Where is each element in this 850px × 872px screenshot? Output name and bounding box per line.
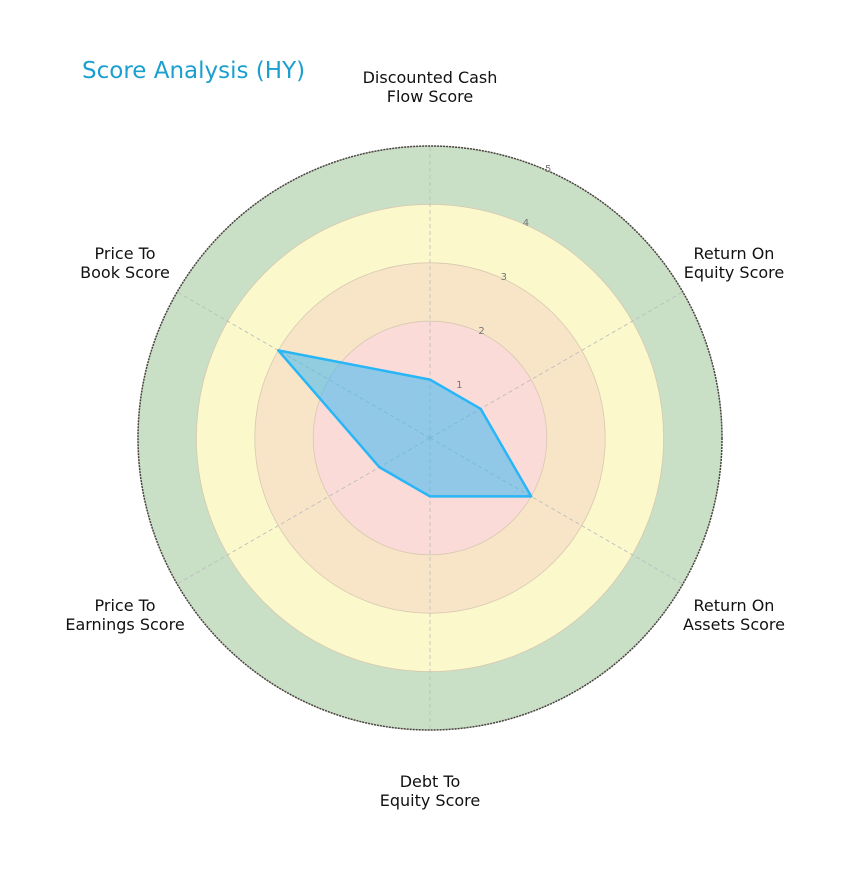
- axis-label-pb: Price To Book Score: [80, 244, 170, 282]
- chart-title: Score Analysis (HY): [82, 58, 306, 84]
- svg-text:3: 3: [501, 272, 507, 283]
- svg-text:4: 4: [523, 218, 529, 229]
- svg-text:5: 5: [545, 164, 551, 175]
- axis-label-dcf: Discounted Cash Flow Score: [362, 68, 498, 106]
- svg-text:1: 1: [456, 380, 462, 391]
- axis-label-roa: Return On Assets Score: [683, 596, 785, 634]
- axis-label-roe: Return On Equity Score: [683, 244, 785, 282]
- axis-label-de: Debt To Equity Score: [379, 772, 481, 810]
- axis-label-pe: Price To Earnings Score: [65, 596, 185, 634]
- svg-text:2: 2: [478, 326, 484, 337]
